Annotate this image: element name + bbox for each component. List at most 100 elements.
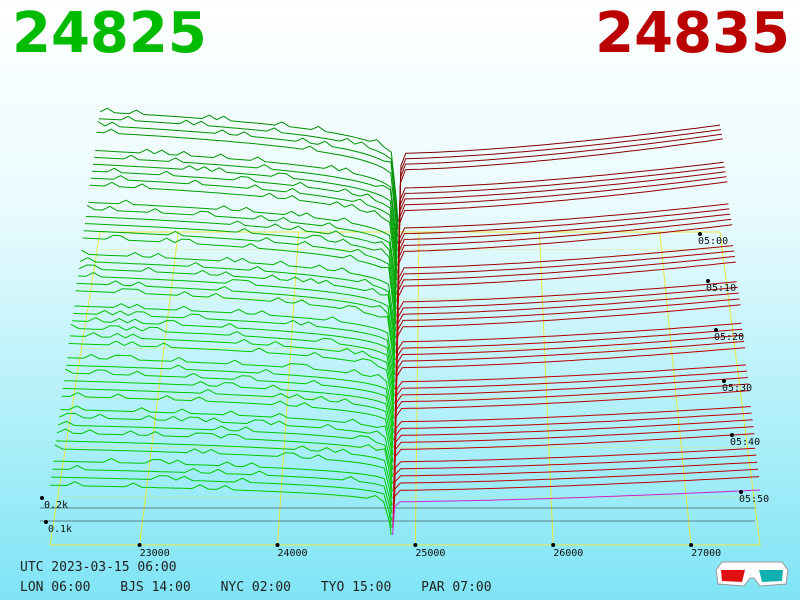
bid-depth-line	[56, 428, 393, 492]
ask-depth-line	[393, 426, 754, 485]
bid-depth-line	[76, 280, 396, 368]
x-tick-label: 23000	[140, 548, 170, 559]
ask-depth-line	[397, 176, 727, 274]
ask-depth-line	[398, 129, 721, 230]
zone-tyo: TYO 15:00	[320, 580, 392, 595]
ask-price: 24835	[595, 1, 790, 66]
bid-depth-line	[83, 230, 397, 324]
bid-depth-line	[64, 368, 394, 441]
ask-depth-line	[392, 468, 759, 521]
x-tick-dot	[551, 543, 556, 547]
ask-depth-line	[397, 208, 730, 295]
time-tick-label: 05:10	[706, 283, 736, 294]
zone-nyc: NYC 02:00	[220, 580, 292, 595]
ask-depth-line	[395, 298, 740, 375]
ask-depth-line	[396, 245, 734, 324]
ask-depth-line	[397, 181, 728, 281]
timezone-bar: LON 06:00 BJS 14:00 NYC 02:00 TYO 15:00 …	[20, 580, 514, 595]
bid-depth-line	[94, 154, 398, 259]
bid-depth-line	[59, 412, 393, 477]
bid-price: 24825	[12, 1, 207, 66]
ask-depth-line	[393, 419, 753, 477]
ask-depth-line	[394, 370, 748, 434]
time-tick-dot	[714, 328, 718, 332]
ask-depth-line	[394, 340, 745, 412]
bid-depth-line	[91, 167, 398, 274]
bid-depth-line	[96, 128, 398, 244]
time-tick-label: 05:30	[722, 383, 752, 394]
x-tick-dot	[689, 543, 694, 547]
bid-depth-line	[81, 249, 396, 339]
ask-depth-line	[392, 447, 756, 499]
bid-depth-line	[67, 353, 395, 426]
bid-depth-line	[97, 121, 399, 237]
bid-depth-line	[66, 364, 394, 434]
ask-depth-line	[393, 390, 750, 455]
ask-depth-line	[392, 489, 761, 536]
bid-depth-line	[61, 392, 394, 463]
ask-depth-line	[394, 347, 746, 419]
bid-depth-line	[95, 148, 398, 252]
x-tick-label: 25000	[415, 548, 445, 559]
time-tick-label: 05:50	[739, 494, 769, 505]
ask-depth-line	[394, 334, 744, 405]
depth-lines	[49, 107, 761, 536]
bid-depth-line	[63, 380, 394, 448]
ask-depth-line	[393, 433, 755, 492]
ask-depth-line	[396, 261, 736, 346]
time-tick-dot	[722, 379, 726, 383]
x-tick-dot	[137, 543, 142, 547]
ask-depth-line	[396, 250, 735, 332]
y-tick-dot	[44, 520, 48, 524]
bid-depth-line	[60, 405, 394, 470]
time-tick-dot	[739, 490, 743, 494]
bid-depth-line	[89, 181, 397, 288]
ask-depth-line	[392, 454, 757, 506]
bid-depth-line	[57, 420, 393, 485]
ask-depth-line	[398, 124, 721, 223]
bid-depth-line	[98, 115, 399, 230]
ask-depth-line	[396, 218, 732, 310]
bid-depth-line	[90, 175, 398, 281]
bid-depth-line	[79, 257, 396, 346]
grid-line-x	[139, 231, 179, 546]
bid-depth-line	[99, 107, 399, 223]
bid-depth-line	[86, 204, 397, 303]
ask-depth-line	[398, 133, 722, 237]
ask-depth-line	[398, 138, 723, 244]
ask-depth-line	[393, 412, 752, 470]
bid-depth-line	[53, 457, 393, 514]
bid-depth-line	[62, 387, 394, 455]
bid-depth-line	[73, 309, 395, 390]
bid-depth-line	[88, 199, 397, 295]
bid-depth-line	[68, 340, 395, 419]
bid-depth-line	[52, 465, 392, 521]
time-tick-dot	[698, 232, 702, 236]
bid-depth-line	[82, 234, 397, 332]
ask-depth-line	[396, 224, 733, 317]
chart-axes: 23000 24000 25000 26000 27000 0.1k 0.2k 05:00 05…	[40, 232, 769, 559]
3d-glasses-icon[interactable]	[712, 556, 792, 592]
x-tick-label: 26000	[553, 548, 583, 559]
time-tick-label: 05:00	[698, 236, 728, 247]
x-tick-label: 27000	[691, 548, 721, 559]
ask-depth-line	[395, 304, 741, 383]
time-tick-label: 05:20	[714, 332, 744, 343]
bid-depth-line	[75, 288, 396, 375]
ask-depth-line	[398, 161, 724, 252]
ask-depth-line	[395, 292, 739, 368]
grid-line-x	[659, 231, 692, 546]
bid-depth-line	[69, 332, 395, 412]
x-tick-dot	[275, 543, 280, 547]
ask-depth-line	[394, 377, 748, 441]
bid-depth-line	[51, 475, 392, 528]
time-tick-dot	[730, 433, 734, 437]
ask-depth-line	[392, 461, 758, 514]
y-tick-label: 0.1k	[48, 524, 72, 535]
ask-depth-line	[395, 328, 743, 397]
grid-line-x	[538, 231, 554, 546]
ask-depth-line	[395, 322, 742, 390]
bid-depth-line	[77, 272, 396, 361]
ask-depth-line	[397, 213, 731, 303]
y-tick-dot	[40, 496, 44, 500]
